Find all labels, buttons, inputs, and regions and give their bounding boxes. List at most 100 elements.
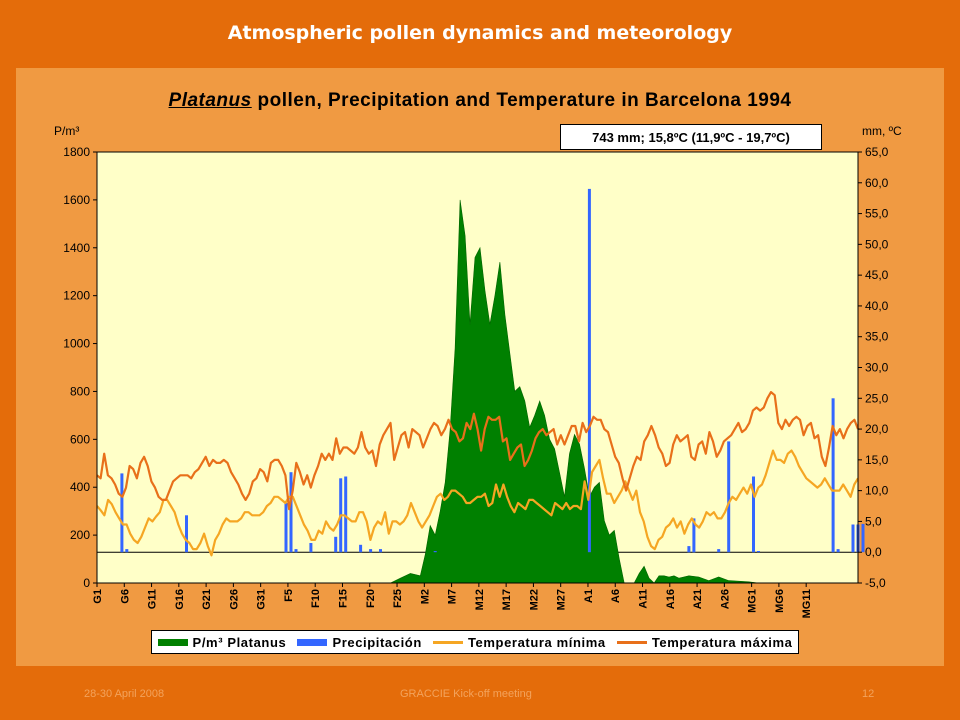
x-tick-label: M22 — [528, 589, 540, 610]
x-tick-label: G21 — [201, 589, 213, 610]
x-tick-label: A21 — [692, 589, 704, 609]
right-tick-label: 55,0 — [865, 207, 889, 221]
left-tick-label: 600 — [70, 432, 90, 446]
right-tick-label: 0,0 — [865, 545, 882, 559]
left-tick-label: 800 — [70, 384, 90, 398]
x-tick-label: M17 — [501, 589, 513, 610]
left-tick-label: 1400 — [63, 241, 90, 255]
right-tick-label: 65,0 — [865, 145, 889, 159]
legend-item-tmax: Temperatura máxima — [616, 634, 793, 650]
precipitation-bar-5 — [289, 472, 293, 553]
left-tick-label: 0 — [83, 576, 90, 590]
precipitation-bar-1 — [120, 473, 124, 553]
precipitation-bar-13 — [379, 549, 382, 553]
x-tick-label: G16 — [174, 589, 186, 610]
legend-swatch-pollen — [157, 638, 188, 646]
right-tick-label: 35,0 — [865, 330, 889, 344]
x-tick-label: MG11 — [801, 589, 813, 618]
legend-swatch-precipitation — [297, 638, 328, 646]
footer-event: GRACCIE Kick-off meeting — [400, 688, 532, 700]
legend-label-precipitation: Precipitación — [332, 634, 422, 650]
right-axis-unit: mm, ºC — [862, 124, 902, 138]
temperature-min-line — [96, 449, 859, 557]
chart-legend: P/m³ Platanus Precipitación Temperatura … — [151, 630, 799, 654]
x-tick-label: A16 — [665, 589, 677, 609]
right-tick-label: 45,0 — [865, 268, 889, 282]
right-tick-label: 30,0 — [865, 361, 889, 375]
precipitation-bar-17 — [692, 518, 696, 553]
precipitation-bar-24 — [851, 524, 855, 553]
left-tick-label: 200 — [70, 528, 90, 542]
slide-title: Atmospheric pollen dynamics and meteorol… — [227, 22, 733, 44]
x-tick-label: F5 — [283, 589, 295, 602]
x-tick-label: M27 — [556, 589, 568, 610]
x-tick-label: M12 — [474, 589, 486, 610]
precipitation-bar-22 — [831, 398, 835, 553]
x-tick-label: F15 — [337, 589, 349, 608]
footer-date: 28-30 April 2008 — [84, 688, 165, 700]
x-tick-label: G26 — [228, 589, 240, 610]
precipitation-bar-23 — [836, 549, 840, 553]
summary-box: 743 mm; 15,8ºC (11,9ºC - 19,7ºC) — [560, 124, 822, 150]
precipitation-bar-2 — [125, 549, 129, 553]
legend-swatch-tmax — [616, 640, 647, 644]
precipitation-bar-21 — [757, 551, 760, 553]
right-tick-label: 5,0 — [865, 514, 882, 528]
precipitation-bar-14 — [433, 551, 437, 553]
precipitation-bar-8 — [334, 536, 338, 553]
temperature-max-line — [96, 391, 860, 511]
chart-title-rest: pollen, Precipitation and Temperature in… — [251, 90, 792, 111]
legend-label-tmax: Temperatura máxima — [651, 634, 793, 650]
legend-label-tmin: Temperatura mínima — [467, 634, 606, 650]
right-tick-label: -5,0 — [865, 576, 886, 590]
precipitation-bar-26 — [861, 523, 865, 553]
chart-title-genus: Platanus — [168, 90, 252, 111]
legend-swatch-tmin — [432, 640, 463, 644]
footer-page-number: 12 — [862, 688, 875, 700]
legend-item-precipitation: Precipitación — [297, 635, 421, 650]
x-tick-label: F25 — [392, 589, 404, 608]
x-tick-label: M7 — [447, 589, 459, 604]
right-tick-label: 25,0 — [865, 391, 889, 405]
right-tick-label: 60,0 — [865, 176, 889, 190]
legend-label-pollen: P/m³ Platanus — [192, 634, 287, 650]
legend-item-tmin: Temperatura mínima — [432, 634, 606, 650]
right-tick-label: 20,0 — [865, 422, 889, 436]
x-tick-label: MG6 — [774, 589, 786, 613]
left-tick-label: 1800 — [63, 145, 90, 159]
right-tick-label: 50,0 — [865, 237, 889, 251]
legend-item-pollen: P/m³ Platanus — [157, 634, 287, 650]
left-tick-label: 1200 — [63, 289, 90, 303]
x-tick-label: G6 — [119, 589, 131, 604]
precipitation-bar-6 — [294, 549, 298, 553]
x-tick-label: G1 — [92, 589, 104, 604]
x-tick-label: A1 — [583, 589, 595, 603]
right-tick-label: 15,0 — [865, 453, 889, 467]
precipitation-bar-4 — [284, 503, 288, 553]
precipitation-bar-16 — [687, 546, 691, 553]
right-tick-label: 40,0 — [865, 299, 889, 313]
precipitation-bar-18 — [717, 549, 721, 553]
left-tick-label: 1600 — [63, 193, 90, 207]
precipitation-bar-10 — [344, 476, 348, 553]
chart-title: Platanus pollen, Precipitation and Tempe… — [0, 90, 960, 112]
left-tick-label: 1000 — [63, 337, 90, 351]
x-tick-label: A11 — [638, 589, 650, 609]
x-tick-label: F10 — [310, 589, 322, 608]
x-tick-label: F20 — [365, 589, 377, 608]
precipitation-bar-3 — [185, 515, 188, 553]
precipitation-bar-19 — [727, 441, 731, 553]
precipitation-bar-7 — [309, 543, 313, 553]
x-tick-label: G11 — [147, 589, 159, 609]
x-tick-label: MG1 — [747, 589, 759, 613]
precipitation-bar-11 — [359, 544, 363, 553]
x-tick-label: G31 — [256, 589, 268, 610]
left-tick-label: 400 — [70, 480, 90, 494]
x-tick-label: A6 — [610, 589, 622, 603]
x-tick-label: M2 — [419, 589, 431, 604]
precipitation-bar-20 — [752, 476, 755, 553]
left-axis-unit: P/m³ — [54, 124, 80, 138]
pollen-area — [390, 199, 759, 584]
x-tick-label: A26 — [719, 589, 731, 609]
